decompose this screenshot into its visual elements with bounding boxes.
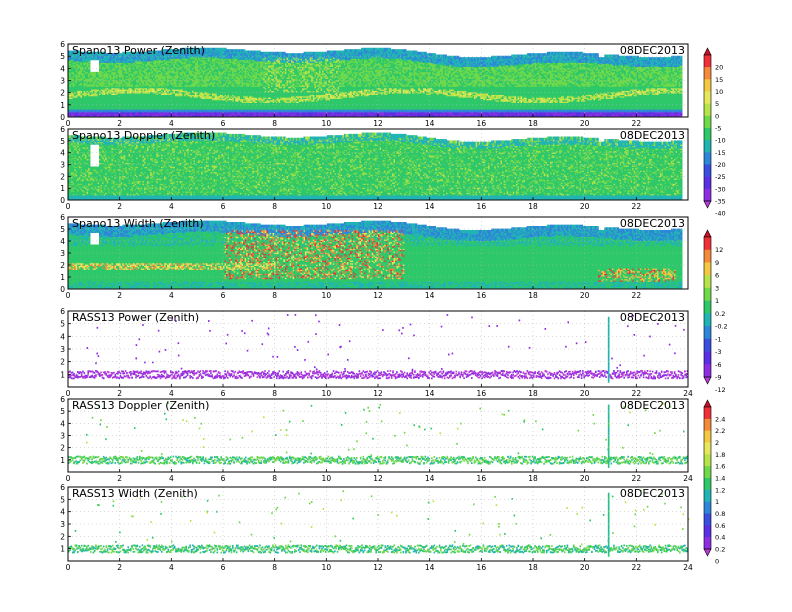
data-cells — [68, 48, 682, 117]
